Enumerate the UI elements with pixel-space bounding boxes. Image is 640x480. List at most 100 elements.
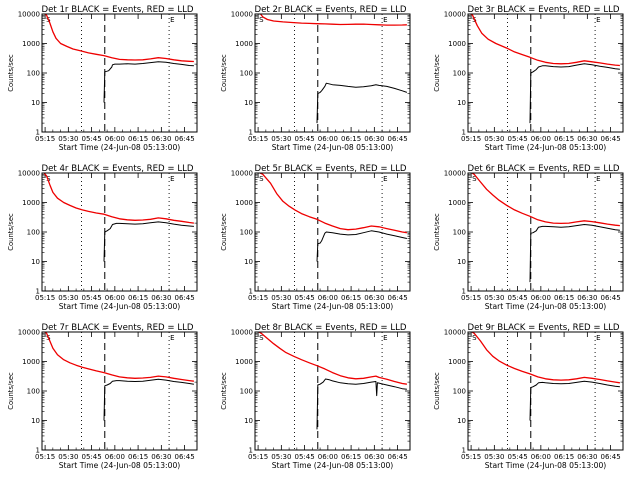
x-tick-label: 05:15	[248, 453, 268, 461]
y-tick-label: 10000	[444, 329, 466, 337]
plot-frame	[254, 172, 411, 292]
x-tick-label: 06:45	[388, 135, 408, 143]
x-tick-label: 06:00	[531, 294, 551, 302]
plot-frame	[467, 172, 624, 292]
y-axis-label: Counts/sec	[433, 54, 441, 92]
x-tick-label: 05:30	[484, 453, 504, 461]
panel-title: Det 4r BLACK = Events, RED = LLD	[41, 164, 193, 174]
y-tick-label: 1	[36, 288, 40, 296]
y-axis-label: Counts/sec	[7, 213, 15, 251]
x-tick-label: 06:15	[554, 294, 574, 302]
x-tick-label: 06:45	[175, 453, 195, 461]
plot-frame	[41, 331, 198, 451]
time-marker-label: S	[259, 334, 264, 342]
x-tick-label: 05:15	[35, 135, 55, 143]
plot-frame	[254, 13, 411, 133]
panel-title: Det 2r BLACK = Events, RED = LLD	[254, 5, 406, 15]
lld-rate-line	[259, 14, 407, 26]
y-tick-label: 10	[244, 417, 253, 425]
y-tick-label: 100	[27, 229, 40, 237]
detector-panel-5: Det 5r BLACK = Events, RED = LLD 1 10 100 10…	[220, 164, 411, 311]
x-tick-label: 05:30	[484, 294, 504, 302]
y-tick-label: 10	[31, 258, 40, 266]
lld-rate-line	[469, 14, 620, 67]
plot-frame	[41, 172, 198, 292]
x-tick-label: 06:15	[341, 294, 361, 302]
plot-frame	[467, 331, 624, 451]
detector-panel-4: Det 4r BLACK = Events, RED = LLD 1 10 100 10…	[7, 164, 198, 311]
y-axis-label: Counts/sec	[7, 372, 15, 410]
time-marker-label: S	[259, 16, 264, 24]
y-tick-label: 10	[244, 99, 253, 107]
lld-rate-line	[470, 173, 620, 227]
x-axis-label: Start Time (24-Jun-08 05:13:00)	[272, 461, 394, 470]
x-tick-label: 05:15	[35, 294, 55, 302]
lld-rate-line	[43, 14, 194, 63]
x-tick-label: 06:00	[105, 453, 125, 461]
time-marker-label: S	[472, 175, 477, 183]
time-marker-label: E	[596, 175, 600, 183]
x-tick-label: 05:30	[58, 453, 78, 461]
y-tick-label: 100	[240, 229, 253, 237]
y-tick-label: 1	[462, 447, 466, 455]
x-tick-label: 05:15	[461, 294, 481, 302]
x-tick-label: 06:15	[128, 453, 148, 461]
event-rate-line	[103, 61, 194, 103]
lld-rate-line	[257, 332, 407, 385]
detector-panel-1: Det 1r BLACK = Events, RED = LLD 1 10 100 10…	[7, 5, 198, 152]
x-tick-label: 06:30	[364, 294, 384, 302]
x-tick-label: 05:30	[58, 135, 78, 143]
x-tick-label: 06:45	[175, 294, 195, 302]
time-marker-label: E	[596, 334, 600, 342]
x-tick-label: 05:45	[82, 453, 102, 461]
x-tick-label: 06:00	[531, 135, 551, 143]
x-tick-label: 05:15	[461, 135, 481, 143]
time-marker-label: E	[383, 16, 387, 24]
y-tick-label: 1	[36, 129, 40, 137]
panel-title: Det 7r BLACK = Events, RED = LLD	[41, 323, 193, 333]
y-axis-label: Counts/sec	[7, 54, 15, 92]
time-marker-label: E	[170, 16, 174, 24]
y-axis-label: Counts/sec	[220, 54, 228, 92]
x-tick-label: 06:15	[128, 135, 148, 143]
panel-title: Det 1r BLACK = Events, RED = LLD	[41, 5, 193, 15]
x-tick-label: 06:30	[364, 453, 384, 461]
y-tick-label: 100	[240, 388, 253, 396]
y-tick-label: 1000	[235, 199, 253, 207]
detector-panel-3: Det 3r BLACK = Events, RED = LLD 1 10 100 10…	[433, 5, 624, 152]
y-tick-label: 10000	[231, 329, 253, 337]
x-tick-label: 06:00	[105, 294, 125, 302]
y-tick-label: 1000	[22, 199, 40, 207]
x-tick-label: 05:45	[508, 135, 528, 143]
lld-rate-line	[43, 173, 194, 224]
y-tick-label: 1	[462, 129, 466, 137]
panel-title: Det 6r BLACK = Events, RED = LLD	[467, 164, 619, 174]
x-tick-label: 06:45	[601, 294, 621, 302]
y-axis-label: Counts/sec	[220, 213, 228, 251]
y-tick-label: 100	[453, 229, 466, 237]
y-tick-label: 1000	[22, 40, 40, 48]
lld-rate-line	[43, 332, 194, 382]
x-tick-label: 06:30	[577, 453, 597, 461]
x-tick-label: 06:15	[554, 453, 574, 461]
x-tick-label: 06:00	[318, 294, 338, 302]
y-tick-label: 1000	[448, 40, 466, 48]
x-tick-label: 06:30	[577, 294, 597, 302]
y-tick-label: 1000	[448, 358, 466, 366]
event-rate-line	[316, 230, 408, 262]
x-tick-label: 06:45	[388, 294, 408, 302]
y-tick-label: 100	[240, 70, 253, 78]
y-tick-label: 1	[36, 447, 40, 455]
x-tick-label: 05:45	[82, 135, 102, 143]
time-marker-label: S	[46, 175, 51, 183]
x-tick-label: 05:45	[82, 294, 102, 302]
y-tick-label: 1	[462, 288, 466, 296]
x-tick-label: 06:15	[554, 135, 574, 143]
x-tick-label: 06:45	[175, 135, 195, 143]
y-tick-label: 1	[249, 447, 253, 455]
y-tick-label: 10	[457, 258, 466, 266]
y-tick-label: 1000	[235, 40, 253, 48]
lld-rate-line	[470, 332, 620, 384]
y-tick-label: 10000	[231, 11, 253, 19]
